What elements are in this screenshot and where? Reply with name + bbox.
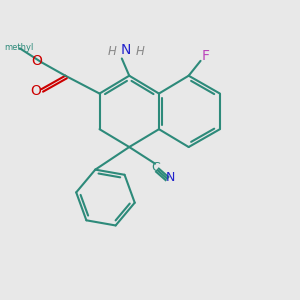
Text: N: N [165, 171, 175, 184]
Text: H: H [108, 45, 117, 58]
Text: F: F [202, 49, 210, 62]
Text: H: H [136, 45, 145, 58]
Text: N: N [121, 43, 131, 57]
Text: O: O [30, 84, 41, 98]
Text: methyl: methyl [4, 43, 34, 52]
Text: O: O [31, 54, 42, 68]
Text: C: C [151, 161, 160, 174]
